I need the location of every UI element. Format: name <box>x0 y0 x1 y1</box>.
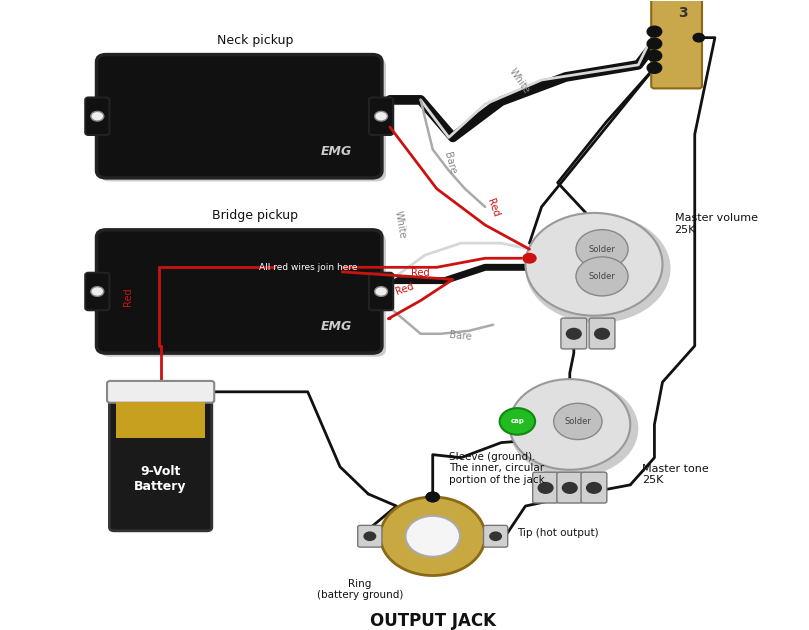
Circle shape <box>363 532 376 541</box>
Text: Solder: Solder <box>589 272 616 281</box>
Text: Tip (hot output): Tip (hot output) <box>518 528 599 538</box>
FancyBboxPatch shape <box>581 472 607 503</box>
Text: Bare: Bare <box>449 330 472 342</box>
Circle shape <box>426 491 440 502</box>
Text: White: White <box>393 209 408 239</box>
Circle shape <box>522 253 536 264</box>
FancyBboxPatch shape <box>114 400 207 438</box>
Text: Bridge pickup: Bridge pickup <box>212 209 299 222</box>
FancyBboxPatch shape <box>96 55 382 178</box>
FancyBboxPatch shape <box>109 397 212 531</box>
FancyBboxPatch shape <box>561 318 587 349</box>
Text: Red: Red <box>411 268 430 278</box>
Circle shape <box>525 213 663 316</box>
Circle shape <box>489 532 502 541</box>
Circle shape <box>576 257 628 296</box>
Text: Solder: Solder <box>589 244 616 254</box>
Text: 9-Volt
Battery: 9-Volt Battery <box>134 465 187 493</box>
FancyBboxPatch shape <box>276 263 340 272</box>
Circle shape <box>565 328 582 340</box>
Text: Ring
(battery ground): Ring (battery ground) <box>317 578 404 600</box>
Circle shape <box>500 408 535 435</box>
FancyBboxPatch shape <box>557 472 582 503</box>
Circle shape <box>375 287 388 296</box>
Circle shape <box>561 482 578 494</box>
FancyBboxPatch shape <box>369 273 393 310</box>
Text: Bare: Bare <box>442 151 457 176</box>
FancyBboxPatch shape <box>100 234 386 357</box>
Circle shape <box>91 287 104 296</box>
Text: OUTPUT JACK: OUTPUT JACK <box>370 612 496 630</box>
FancyBboxPatch shape <box>589 318 615 349</box>
Text: Master tone
25K: Master tone 25K <box>642 464 709 485</box>
Circle shape <box>405 516 460 557</box>
FancyBboxPatch shape <box>358 525 382 547</box>
Circle shape <box>525 214 671 323</box>
Text: Master volume
25K: Master volume 25K <box>675 213 757 234</box>
Text: Red: Red <box>394 281 415 297</box>
FancyBboxPatch shape <box>651 0 702 88</box>
Text: cap: cap <box>510 418 524 425</box>
Circle shape <box>426 491 440 502</box>
FancyBboxPatch shape <box>85 98 109 135</box>
FancyBboxPatch shape <box>107 381 214 403</box>
Circle shape <box>380 497 485 576</box>
Circle shape <box>91 112 104 121</box>
Circle shape <box>537 482 553 494</box>
Text: EMG: EMG <box>321 320 352 333</box>
Text: White: White <box>506 67 532 96</box>
Circle shape <box>647 62 662 73</box>
Text: 3: 3 <box>678 6 688 21</box>
Circle shape <box>594 328 610 340</box>
FancyBboxPatch shape <box>85 273 109 310</box>
FancyBboxPatch shape <box>532 472 558 503</box>
FancyBboxPatch shape <box>100 58 386 181</box>
Circle shape <box>510 381 638 477</box>
Circle shape <box>647 26 662 37</box>
Circle shape <box>647 26 662 37</box>
Circle shape <box>553 403 602 440</box>
Text: All red wires join here: All red wires join here <box>259 263 357 272</box>
Circle shape <box>647 38 662 49</box>
Circle shape <box>693 33 705 42</box>
FancyBboxPatch shape <box>96 230 382 353</box>
Text: EMG: EMG <box>321 144 352 158</box>
Circle shape <box>586 482 602 494</box>
Circle shape <box>647 50 662 61</box>
FancyBboxPatch shape <box>484 525 508 547</box>
Circle shape <box>510 379 630 470</box>
FancyBboxPatch shape <box>116 401 205 438</box>
Circle shape <box>647 50 662 61</box>
Text: Solder: Solder <box>565 417 591 426</box>
Circle shape <box>576 230 628 269</box>
Circle shape <box>375 112 388 121</box>
Text: Red: Red <box>123 287 133 306</box>
Text: Red: Red <box>485 197 501 218</box>
Text: Sleeve (ground).
The inner, circular
portion of the jack: Sleeve (ground). The inner, circular por… <box>449 452 544 485</box>
Text: Neck pickup: Neck pickup <box>217 34 294 47</box>
Circle shape <box>647 38 662 49</box>
FancyBboxPatch shape <box>369 98 393 135</box>
